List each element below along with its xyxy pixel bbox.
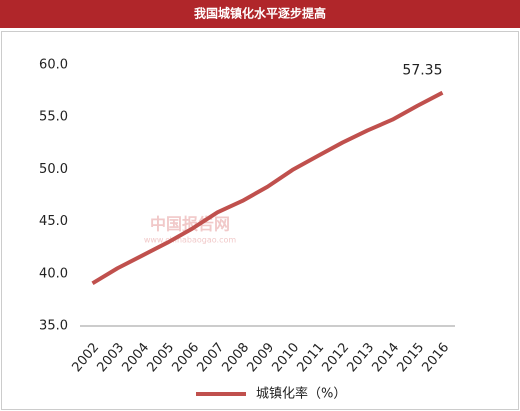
y-tick-label: 60.0: [39, 58, 68, 73]
x-tick-label: 2006: [169, 340, 202, 375]
watermark: www.chinabaogao.com: [144, 236, 237, 245]
x-tick-label: 2007: [194, 340, 227, 375]
data-line: [91, 90, 444, 286]
chart-frame: [1, 31, 519, 410]
x-tick-label: 2013: [344, 340, 377, 375]
x-tick-label: 2012: [319, 340, 352, 375]
title-banner: [0, 0, 520, 28]
x-tick-label: 2010: [269, 340, 302, 375]
x-tick-label: 2008: [219, 340, 252, 375]
x-tick-label: 2014: [369, 340, 402, 375]
legend-label: 城镇化率（%）: [256, 386, 346, 402]
y-tick-label: 50.0: [39, 162, 68, 177]
y-tick-label: 45.0: [39, 214, 68, 229]
x-tick-label: 2003: [94, 340, 127, 375]
x-tick-label: 2002: [69, 340, 102, 375]
x-tick-label: 2011: [294, 340, 327, 375]
y-tick-label: 40.0: [39, 266, 68, 281]
y-tick-label: 55.0: [39, 110, 68, 125]
x-tick-label: 2016: [419, 340, 452, 375]
y-tick-label: 35.0: [39, 319, 68, 334]
x-tick-label: 2005: [144, 340, 177, 375]
chart-title: 我国城镇化水平逐步提高: [194, 6, 326, 21]
x-tick-label: 2004: [119, 340, 152, 375]
x-tick-label: 2015: [394, 340, 427, 375]
data-label: 57.35: [402, 63, 442, 79]
x-tick-label: 2009: [244, 340, 277, 375]
